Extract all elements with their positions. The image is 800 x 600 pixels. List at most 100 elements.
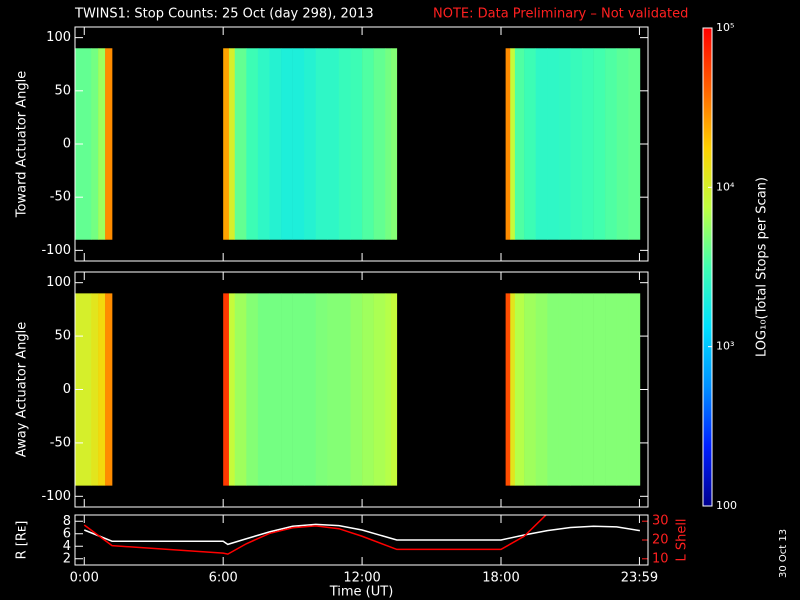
heatmap-cell bbox=[75, 48, 92, 240]
heatmap-cell bbox=[223, 48, 230, 240]
heatmap-cell bbox=[223, 293, 230, 486]
y-tick-label: 100 bbox=[46, 30, 71, 45]
heatmap-cell bbox=[570, 48, 583, 240]
heatmap-cell bbox=[558, 48, 571, 240]
y-axis-label: Toward Actuator Angle bbox=[15, 71, 30, 218]
colorbar bbox=[702, 27, 713, 507]
heatmap-cell bbox=[385, 293, 392, 486]
heatmap-cell bbox=[362, 293, 374, 486]
y-tick-label: 0 bbox=[63, 382, 71, 397]
colorbar-label: LOG₁₀(Total Stops per Scan) bbox=[755, 177, 770, 357]
heatmap-cell bbox=[524, 293, 537, 486]
heatmap-cell bbox=[505, 293, 511, 486]
heatmap-cell bbox=[228, 293, 236, 486]
heatmap-cell bbox=[547, 293, 560, 486]
heatmap-cell bbox=[327, 293, 340, 486]
heatmap-cell bbox=[628, 48, 641, 240]
x-tick-label: 18:00 bbox=[482, 571, 519, 586]
heatmap-cell bbox=[385, 48, 392, 240]
heatmap-cell bbox=[338, 48, 351, 240]
heatmap-cell bbox=[391, 293, 398, 486]
heatmap-cell bbox=[105, 48, 113, 240]
x-tick-label: 23:59 bbox=[621, 571, 658, 586]
y2-tick-label: 10 bbox=[652, 551, 669, 566]
y-tick-label: 0 bbox=[63, 137, 71, 152]
y2-tick-label: 30 bbox=[652, 514, 669, 529]
heatmap-cell bbox=[246, 48, 259, 240]
heatmap-cell bbox=[524, 48, 537, 240]
heatmap-cell bbox=[257, 293, 270, 486]
y-tick-label: -50 bbox=[50, 190, 71, 205]
x-tick-label: 12:00 bbox=[343, 571, 380, 586]
y-tick-label: 8 bbox=[63, 514, 71, 529]
heatmap-cell bbox=[315, 293, 328, 486]
heatmap-cell bbox=[338, 293, 351, 486]
heatmap-cell bbox=[350, 48, 363, 240]
heatmap-cell bbox=[535, 48, 548, 240]
heatmap-cell bbox=[91, 48, 99, 240]
heatmap-cell bbox=[510, 48, 516, 240]
heatmap-cell bbox=[98, 48, 106, 240]
y-tick-label: -100 bbox=[41, 243, 71, 258]
heatmap-cell bbox=[535, 293, 548, 486]
y-tick-label: 50 bbox=[54, 329, 71, 344]
chart-title: TWINS1: Stop Counts: 25 Oct (day 298), 2… bbox=[74, 7, 374, 22]
heatmap-cell bbox=[350, 293, 363, 486]
heatmap-cell bbox=[327, 48, 340, 240]
heatmap-cell bbox=[105, 293, 113, 486]
line bbox=[83, 523, 641, 546]
y2-axis-label: L Shell bbox=[675, 518, 690, 561]
heatmap-cell bbox=[570, 293, 583, 486]
y-tick-label: 100 bbox=[46, 275, 71, 290]
y-tick-label: 4 bbox=[63, 539, 71, 554]
heatmap-cell bbox=[616, 48, 629, 240]
heatmap-cell bbox=[593, 48, 606, 240]
heatmap-cell bbox=[582, 293, 594, 486]
y-tick-label: -50 bbox=[50, 435, 71, 450]
heatmap-cell bbox=[269, 48, 282, 240]
heatmap-cell bbox=[228, 48, 236, 240]
side-label: 30 Oct 13 bbox=[778, 529, 789, 578]
heatmap-cell bbox=[373, 293, 386, 486]
x-axis-label: Time (UT) bbox=[329, 585, 394, 600]
heatmap-cell bbox=[628, 293, 641, 486]
heatmap-cell bbox=[582, 48, 594, 240]
y-tick-label: -100 bbox=[41, 489, 71, 504]
heatmap-cell bbox=[257, 48, 270, 240]
heatmap-cell bbox=[315, 48, 328, 240]
heatmap-cell bbox=[234, 48, 247, 240]
y-axis-label: R [Rᴇ] bbox=[15, 521, 30, 560]
colorbar-tick-label: 100 bbox=[716, 499, 737, 512]
colorbar-tick-label: 10⁴ bbox=[716, 180, 735, 193]
y-tick-label: 50 bbox=[54, 83, 71, 98]
x-tick-label: 6:00 bbox=[209, 571, 238, 586]
heatmap-cell bbox=[514, 293, 525, 486]
heatmap-cell bbox=[269, 293, 282, 486]
note: NOTE: Data Preliminary – Not validated bbox=[433, 7, 688, 22]
heatmap-cell bbox=[547, 48, 560, 240]
heatmap-cell bbox=[246, 293, 259, 486]
colorbar-tick-label: 10³ bbox=[716, 340, 734, 353]
heatmap-cell bbox=[292, 48, 305, 240]
heatmap-cell bbox=[281, 48, 293, 240]
y-axis-label: Away Actuator Angle bbox=[15, 322, 30, 457]
heatmap-cell bbox=[75, 293, 92, 486]
heatmap-cell bbox=[373, 48, 386, 240]
heatmap-cell bbox=[616, 293, 629, 486]
axes-frame bbox=[74, 514, 649, 566]
heatmap-cell bbox=[304, 293, 317, 486]
heatmap-cell bbox=[292, 293, 305, 486]
heatmap-cell bbox=[605, 48, 618, 240]
heatmap-cell bbox=[505, 48, 511, 240]
heatmap-cell bbox=[281, 293, 293, 486]
plot-area bbox=[83, 515, 641, 555]
y-tick-label: 6 bbox=[63, 526, 71, 541]
heatmap-cell bbox=[304, 48, 317, 240]
heatmap-cell bbox=[514, 48, 525, 240]
y2-tick-label: 20 bbox=[652, 533, 669, 548]
heatmap-cell bbox=[605, 293, 618, 486]
line bbox=[83, 515, 548, 555]
heatmap-cell bbox=[593, 293, 606, 486]
